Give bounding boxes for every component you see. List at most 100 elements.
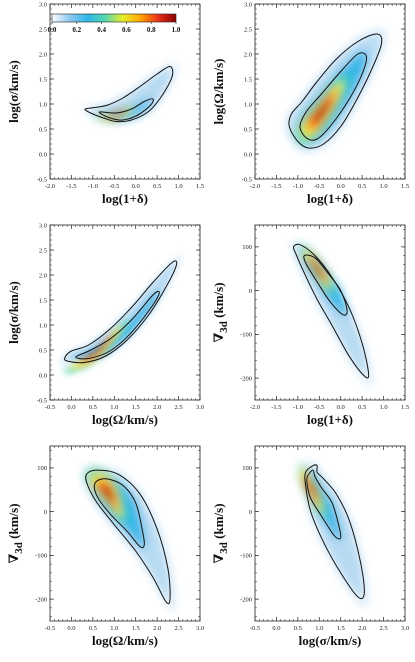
- x-tick-label: -2.0: [250, 404, 260, 411]
- contour-inner: [93, 478, 145, 549]
- y-axis-label: log(σ/km/s): [6, 281, 21, 344]
- x-tick-label: 0.0: [67, 404, 75, 411]
- y-tick-label: 0.5: [39, 347, 47, 354]
- contour-outer: [84, 66, 174, 123]
- x-tick-label: 1.5: [337, 625, 345, 632]
- x-tick-label: -0.5: [45, 404, 55, 411]
- x-tick-label: 0.0: [337, 183, 345, 190]
- colorbar-tick-label: 1.0: [172, 26, 181, 34]
- contour-outer: [304, 464, 365, 600]
- x-tick-label: 1.0: [380, 404, 388, 411]
- x-tick-label: -2.0: [45, 183, 55, 190]
- y-tick-label: 100: [242, 465, 252, 472]
- y-tick-label: 2.0: [244, 51, 252, 58]
- colorbar-tick-label: 0.4: [97, 26, 106, 34]
- x-tick-label: 1.5: [401, 183, 409, 190]
- panel-v3d_vs_omega: -0.5 0.0 0.5 1.0 1.5 2.0 2.5 3.0 -200 -100 0 100 log…: [6, 445, 204, 648]
- x-tick-label: 0.5: [358, 183, 366, 190]
- x-tick-label: -0.5: [109, 183, 119, 190]
- x-tick-label: 2.5: [380, 625, 388, 632]
- contour-inner: [306, 469, 342, 540]
- y-tick-label: 3.0: [39, 222, 47, 229]
- density-map: [289, 240, 374, 388]
- x-axis-label: log(1+δ): [102, 191, 148, 206]
- contour-inner: [75, 290, 160, 360]
- x-tick-label: 0.5: [358, 404, 366, 411]
- x-tick-label: 2.5: [175, 404, 183, 411]
- x-tick-label: -2.0: [250, 183, 260, 190]
- y-tick-label: 1.0: [39, 322, 47, 329]
- x-tick-label: 0.0: [337, 404, 345, 411]
- y-tick-label: 1.5: [39, 76, 47, 83]
- panel-omega_vs_delta: -2.0 -1.5 -1.0 -0.5 0.0 0.5 1.0 1.5 -0.5 0.0 0.5 1.…: [211, 1, 409, 206]
- y-tick-label: 1.0: [244, 101, 252, 108]
- y-tick-label: -200: [35, 596, 47, 603]
- x-tick-label: -1.0: [293, 404, 303, 411]
- y-tick-label: 2.0: [39, 272, 47, 279]
- x-tick-label: -0.5: [250, 625, 260, 632]
- x-tick-label: 0.0: [67, 625, 75, 632]
- x-axis-label: log(Ω/km/s): [92, 633, 158, 648]
- density-map: [298, 461, 370, 609]
- x-tick-label: 1.0: [110, 404, 118, 411]
- plot-frame: [49, 3, 201, 180]
- density-map: [79, 61, 178, 123]
- x-tick-label: 1.0: [315, 625, 323, 632]
- colorbar: 0.0 0.2 0.4 0.6 0.8 1.0: [48, 13, 181, 34]
- x-tick-label: 0.5: [89, 404, 97, 411]
- x-tick-label: 1.5: [401, 404, 409, 411]
- colorbar-tick-label: 0.2: [72, 26, 81, 34]
- panel-v3d_vs_delta: -2.0 -1.5 -1.0 -0.5 0.0 0.5 1.0 1.5 -200 -100 0 100…: [211, 224, 409, 427]
- y-axis-label: log(σ/km/s): [6, 60, 21, 123]
- contour-outer: [85, 469, 171, 605]
- y-tick-label: 0.0: [244, 151, 252, 158]
- x-tick-label: -1.5: [271, 183, 281, 190]
- x-tick-label: 0.5: [153, 183, 161, 190]
- y-axis-label: log(Ω/km/s): [211, 58, 226, 124]
- panel-sigma_vs_delta: -2.0 -1.5 -1.0 -0.5 0.0 0.5 1.0 1.5 -0.5 0.0 0.5 1.…: [6, 1, 204, 206]
- x-tick-label: -1.5: [271, 404, 281, 411]
- y-tick-label: 2.5: [39, 26, 47, 33]
- y-tick-label: -0.5: [242, 176, 252, 183]
- colorbar-tick-label: 0.0: [48, 26, 57, 34]
- y-tick-label: -0.5: [37, 176, 47, 183]
- y-tick-label: 1.5: [244, 76, 252, 83]
- x-tick-label: 2.0: [153, 625, 161, 632]
- x-axis-label: log(1+δ): [307, 191, 353, 206]
- density-core: [299, 246, 335, 295]
- y-tick-label: 0: [44, 509, 47, 516]
- x-tick-label: 0.5: [89, 625, 97, 632]
- x-axis-label: log(Ω/km/s): [92, 412, 158, 427]
- colorbar-gradient: [51, 13, 177, 23]
- colorbar-tick-label: 0.6: [122, 26, 131, 34]
- y-tick-label: 0.5: [39, 126, 47, 133]
- x-tick-label: 2.0: [358, 625, 366, 632]
- y-tick-label: -100: [240, 332, 252, 339]
- plot-frame: [254, 445, 406, 622]
- x-tick-label: 1.5: [132, 404, 140, 411]
- x-tick-label: -1.5: [66, 183, 76, 190]
- x-tick-label: 0.0: [272, 625, 280, 632]
- x-tick-label: 2.0: [153, 404, 161, 411]
- y-axis-label: ∇3d (km/s): [6, 503, 25, 563]
- y-tick-label: 0.0: [39, 372, 47, 379]
- y-tick-label: -100: [240, 553, 252, 560]
- y-tick-label: 100: [37, 465, 47, 472]
- colorbar-tick-label: 0.8: [147, 26, 156, 34]
- x-tick-label: 3.0: [401, 625, 409, 632]
- plot-frame: [254, 224, 406, 401]
- panel-v3d_vs_sigma: -0.5 0.0 0.5 1.0 1.5 2.0 2.5 3.0 -200 -100 0 100 log…: [211, 445, 409, 648]
- y-tick-label: 0.5: [244, 126, 252, 133]
- x-tick-label: 1.0: [110, 625, 118, 632]
- density-map: [58, 254, 184, 374]
- density-map: [284, 26, 388, 154]
- x-tick-label: 3.0: [196, 625, 204, 632]
- density-map: [82, 465, 176, 613]
- y-tick-label: 1.5: [39, 297, 47, 304]
- x-tick-label: 2.5: [175, 625, 183, 632]
- x-tick-label: 1.5: [196, 183, 204, 190]
- x-axis-label: log(1+δ): [307, 412, 353, 427]
- plot-frame: [49, 224, 201, 401]
- contour-inner: [98, 98, 154, 121]
